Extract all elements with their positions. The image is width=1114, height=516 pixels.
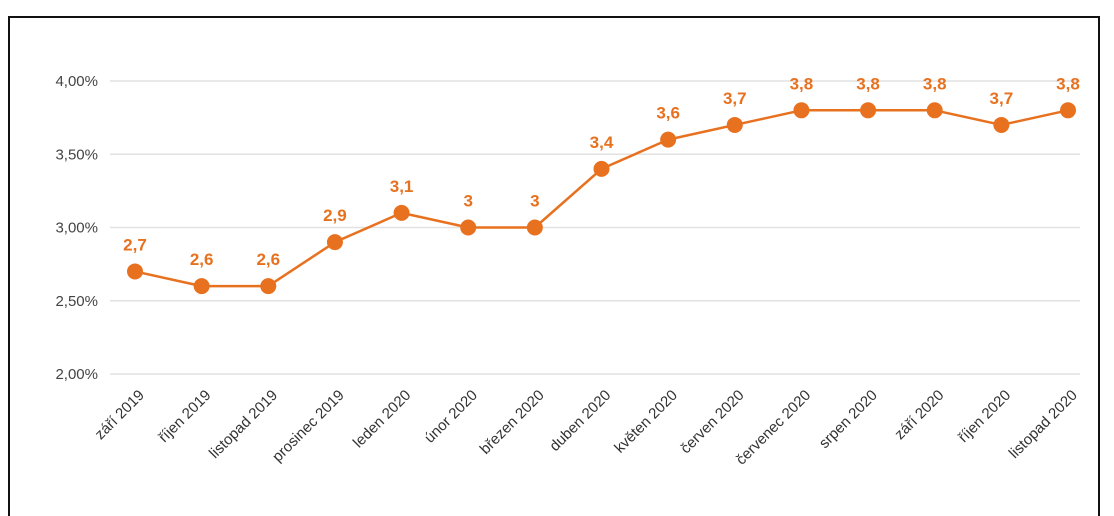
data-point <box>726 116 743 133</box>
data-labels: 2,7 2,6 2,6 2,9 3,1 3 3 3,4 3,6 3,7 3,8 3,8 3,8 3,7 3,… <box>123 74 1080 269</box>
y-tick-label: 3,00% <box>55 220 98 237</box>
data-point <box>393 204 410 221</box>
x-category-label: září 2019 <box>92 387 148 443</box>
y-axis-tick-labels: 2,00% 2,50% 3,00% 3,50% 4,00% <box>55 73 98 383</box>
data-point <box>127 263 143 280</box>
data-label: 3,4 <box>590 133 614 152</box>
data-label: 3,7 <box>723 89 747 108</box>
x-category-label: listopad 2019 <box>206 387 281 462</box>
chart-frame: 2,00% 2,50% 3,00% 3,50% 4,00% 2,7 2,6 2,6 2,9 3,… <box>8 16 1100 516</box>
data-label: 2,6 <box>190 250 214 269</box>
y-tick-label: 2,50% <box>55 293 98 310</box>
data-point <box>460 219 477 236</box>
data-label: 3,8 <box>1056 74 1080 93</box>
data-label: 2,6 <box>256 250 280 269</box>
x-category-label: listopad 2020 <box>1006 387 1081 462</box>
x-category-label: září 2020 <box>891 387 947 443</box>
x-category-label: květen 2020 <box>611 387 681 457</box>
x-category-label: březen 2020 <box>477 387 548 458</box>
data-label: 2,7 <box>123 235 147 254</box>
data-label: 3,8 <box>923 74 947 93</box>
x-category-label: leden 2020 <box>350 387 415 452</box>
x-category-label: srpen 2020 <box>816 387 881 452</box>
line-chart: 2,00% 2,50% 3,00% 3,50% 4,00% 2,7 2,6 2,6 2,9 3,… <box>55 73 1081 469</box>
data-label: 3 <box>463 192 472 211</box>
y-tick-label: 4,00% <box>55 73 98 90</box>
gridlines <box>110 80 1080 375</box>
x-category-label: červen 2020 <box>677 387 747 457</box>
data-point <box>793 102 810 119</box>
x-category-label: říjen 2019 <box>155 387 214 446</box>
x-category-label: duben 2020 <box>546 387 614 455</box>
x-category-label: říjen 2020 <box>955 387 1014 446</box>
data-point <box>326 234 343 251</box>
data-point <box>993 116 1010 133</box>
data-point <box>1060 102 1076 119</box>
data-point <box>593 160 610 177</box>
data-point <box>193 278 210 295</box>
x-category-label: únor 2020 <box>421 387 481 447</box>
data-label: 3 <box>530 192 539 211</box>
data-point <box>660 131 677 148</box>
data-label: 3,7 <box>990 89 1014 108</box>
data-label: 3,1 <box>390 177 414 196</box>
data-points <box>127 102 1076 295</box>
data-point <box>526 219 543 236</box>
y-tick-label: 3,50% <box>55 146 98 163</box>
data-label: 3,8 <box>856 74 880 93</box>
data-label: 3,8 <box>790 74 814 93</box>
data-point <box>926 102 943 119</box>
y-tick-label: 2,00% <box>55 366 98 383</box>
data-point <box>260 278 277 295</box>
data-point <box>860 102 877 119</box>
data-label: 2,9 <box>323 206 347 225</box>
data-label: 3,6 <box>656 104 680 123</box>
